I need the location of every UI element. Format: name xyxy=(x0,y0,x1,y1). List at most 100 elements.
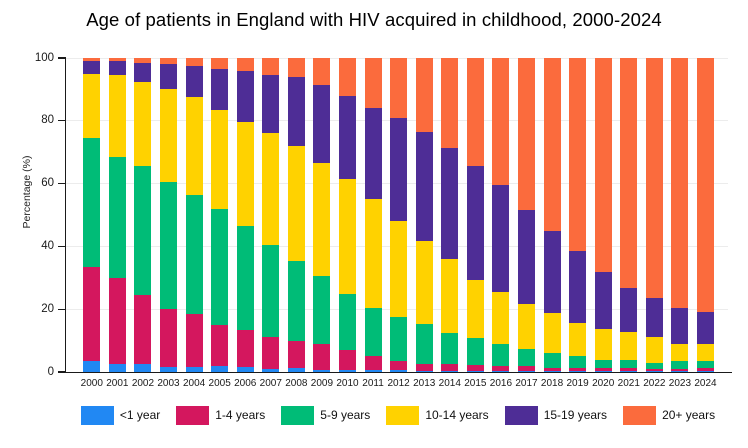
bar-segment xyxy=(211,208,229,325)
bar-segment xyxy=(313,162,331,277)
bar-segment xyxy=(466,279,484,339)
bar-segment xyxy=(492,343,510,367)
bar-segment xyxy=(671,360,689,369)
bar-segment xyxy=(364,355,382,371)
legend-label: 15-19 years xyxy=(543,408,608,422)
bar-segment xyxy=(262,244,280,338)
bar-segment xyxy=(517,58,535,211)
bar-segment xyxy=(492,370,510,372)
bar-segment xyxy=(108,156,126,278)
bar-segment xyxy=(236,329,254,368)
bar-segment xyxy=(569,367,587,372)
bar-segment xyxy=(492,58,510,186)
bar-segment xyxy=(466,165,484,281)
y-tick-label: 20 xyxy=(41,302,54,315)
bar-segment xyxy=(339,95,356,179)
bar-segment xyxy=(211,109,229,209)
bar-segment xyxy=(620,370,638,372)
bar-segment xyxy=(236,366,254,372)
bar-segment xyxy=(594,370,612,372)
bar-segment xyxy=(390,58,408,118)
bar-segment xyxy=(441,370,459,372)
x-tick-label: 2018 xyxy=(540,378,564,389)
bar-segment xyxy=(415,58,433,132)
bar-segment xyxy=(287,260,305,341)
legend: <1 year 1-4 years 5-9 years 10-14 years 15-1… xyxy=(66,404,730,426)
bar-segment xyxy=(517,209,535,304)
x-tick-label: 2008 xyxy=(285,378,308,389)
x-tick-label: 2005 xyxy=(208,378,231,389)
bar-segment xyxy=(134,81,152,167)
x-tick-label: 2004 xyxy=(182,378,206,389)
bar-segment xyxy=(620,367,638,372)
bar-segment xyxy=(236,58,254,71)
bar-segment xyxy=(339,293,356,351)
legend-item: <1 year xyxy=(80,405,161,425)
x-tick-label: 2024 xyxy=(694,378,717,389)
x-tick-label: 2006 xyxy=(234,378,257,389)
bar-segment xyxy=(134,62,152,82)
bar-segment xyxy=(364,107,382,200)
bar-segment xyxy=(313,84,331,164)
y-tick-label: 40 xyxy=(41,239,54,252)
chart-title: Age of patients in England with HIV acqu… xyxy=(86,9,662,30)
bar-segment xyxy=(671,58,689,308)
bar-segment xyxy=(83,360,101,372)
bar-segment xyxy=(441,147,459,260)
bar-segment xyxy=(645,362,663,369)
legend-swatch xyxy=(504,405,538,425)
bar-segment xyxy=(185,366,203,372)
x-tick-label: 2017 xyxy=(515,378,538,389)
y-tick-mark xyxy=(58,57,65,59)
bar-segment xyxy=(236,121,254,226)
x-tick-label: 2009 xyxy=(310,378,334,389)
bar-segment xyxy=(594,359,612,368)
bar-segment xyxy=(134,165,152,296)
bar-segment xyxy=(696,311,714,344)
y-tick-mark xyxy=(58,371,65,373)
x-tick-label: 2013 xyxy=(413,378,436,389)
bar-segment xyxy=(108,74,126,157)
bar-segment xyxy=(620,287,638,333)
legend-item: 1-4 years xyxy=(176,405,266,425)
x-tick-label: 2014 xyxy=(438,378,461,389)
legend-label: <1 year xyxy=(119,408,161,422)
bar-segment xyxy=(287,367,305,372)
bar-segment xyxy=(160,89,177,183)
bar-segment xyxy=(543,312,561,354)
bar-segment xyxy=(185,194,203,314)
bar-segment xyxy=(83,60,101,74)
gridline xyxy=(66,57,728,59)
bar-segment xyxy=(415,323,433,364)
bar-segment xyxy=(645,58,663,299)
bar-segment xyxy=(287,145,305,261)
y-tick-label: 60 xyxy=(41,177,54,190)
bar-segment xyxy=(211,365,229,372)
bar-segment xyxy=(671,368,689,372)
bar-segment xyxy=(390,117,408,222)
y-tick-label: 80 xyxy=(41,114,54,127)
bar-segment xyxy=(569,355,587,369)
bar-segment xyxy=(287,76,305,146)
bar-segment xyxy=(543,370,561,372)
bar-segment xyxy=(415,370,433,372)
x-tick-label: 2020 xyxy=(592,378,615,389)
bar-segment xyxy=(236,70,254,123)
bar-segment xyxy=(492,365,510,371)
bar-segment xyxy=(543,230,561,313)
x-tick-label: 2015 xyxy=(464,378,487,389)
bar-segment xyxy=(671,370,689,372)
bar-segment xyxy=(83,73,101,139)
x-tick-label: 2003 xyxy=(157,378,180,389)
bar-segment xyxy=(466,370,484,372)
bar-segment xyxy=(594,58,612,273)
bar-segment xyxy=(594,328,612,361)
bar-segment xyxy=(364,58,382,109)
legend-label: 5-9 years xyxy=(320,408,371,422)
x-tick-label: 2002 xyxy=(131,378,155,389)
legend-label: 1-4 years xyxy=(215,408,266,422)
legend-swatch xyxy=(176,405,210,425)
bar-segment xyxy=(543,367,561,372)
bar-segment xyxy=(466,58,484,167)
